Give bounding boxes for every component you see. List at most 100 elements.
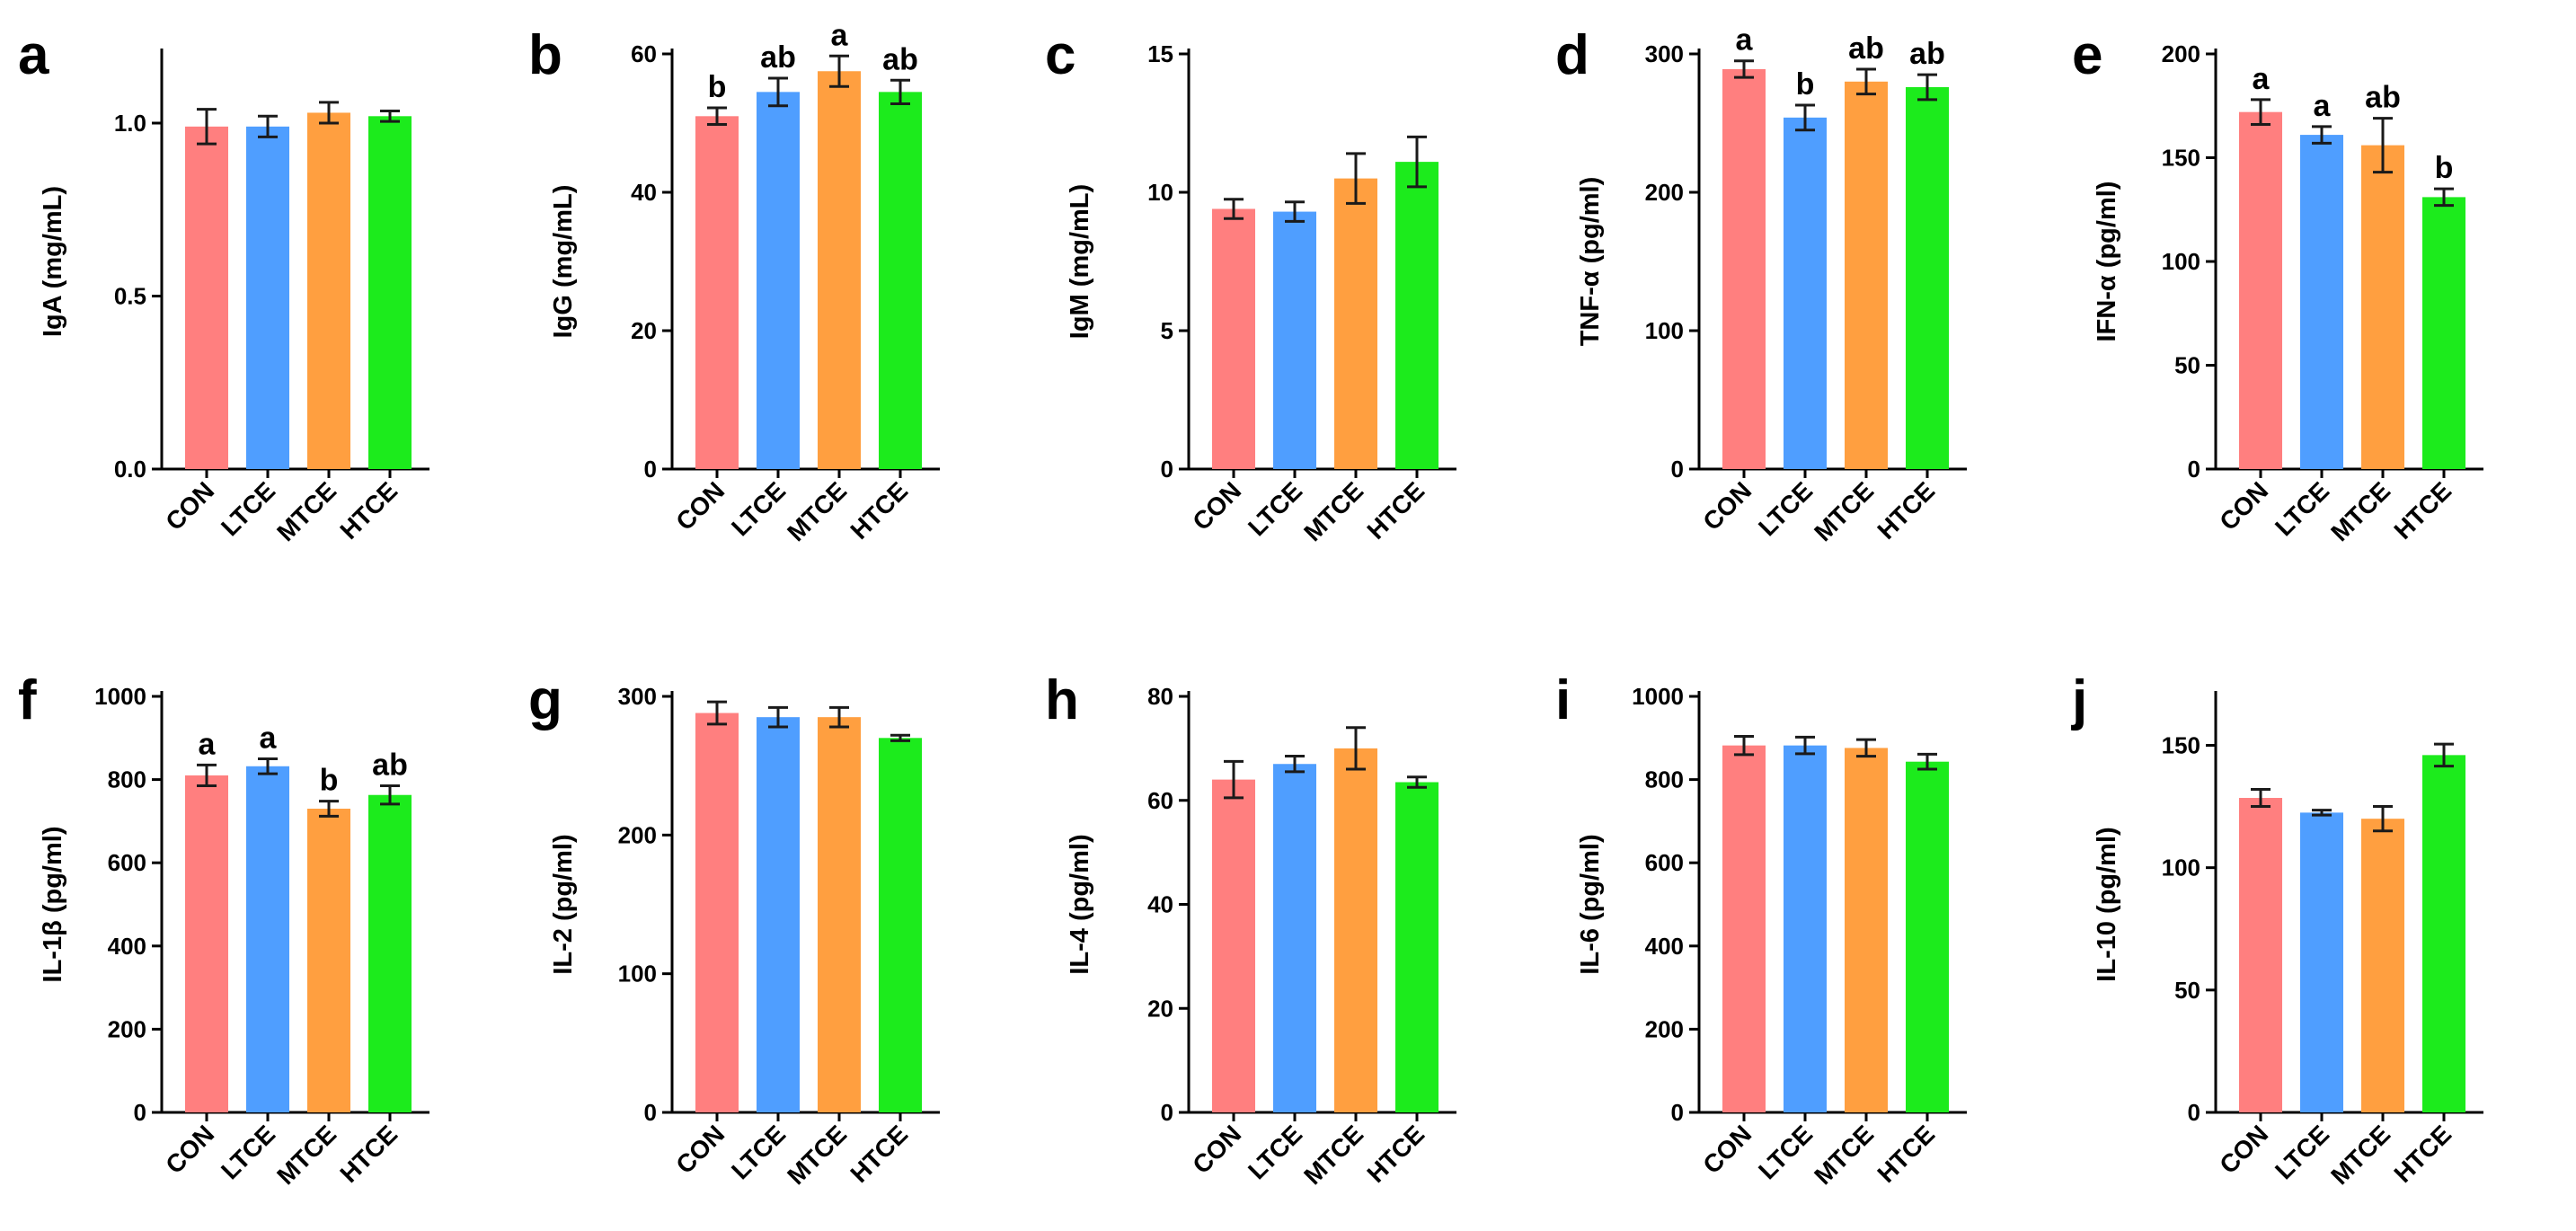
bar-b-con	[695, 116, 739, 470]
error-bar-f-mtce	[319, 800, 339, 818]
y-axis-title-a: IgA (mg/mL)	[39, 186, 67, 337]
x-category-label-j: MTCE	[2325, 1120, 2395, 1190]
error-bar-j-htce	[2434, 742, 2454, 768]
y-tick-label-h: 0	[1161, 1099, 1173, 1126]
error-bar-j-con	[2251, 787, 2271, 809]
panel-letter-i: i	[1555, 669, 1571, 731]
bar-e-htce	[2422, 197, 2465, 469]
y-axis-title-b: IgG (mg/mL)	[549, 185, 578, 339]
x-category-label-i: LTCE	[1753, 1120, 1818, 1184]
bar-g-mtce	[818, 717, 861, 1112]
x-category-label-j: LTCE	[2270, 1120, 2334, 1184]
x-category-label-b: MTCE	[782, 476, 852, 546]
y-axis-title-d: TNF-α (pg/ml)	[1576, 177, 1605, 347]
x-category-label-i: MTCE	[1809, 1120, 1879, 1190]
error-bar-b-mtce	[829, 54, 849, 88]
bar-f-ltce	[246, 766, 289, 1112]
x-category-label-h: MTCE	[1298, 1120, 1368, 1190]
y-tick-label-f: 0	[134, 1099, 146, 1126]
error-bar-c-htce	[1407, 135, 1427, 189]
error-bar-b-ltce	[768, 76, 788, 108]
y-tick-label-a: 1.0	[114, 110, 146, 137]
x-category-label-e: MTCE	[2325, 476, 2395, 546]
y-tick-label-d: 0	[1671, 456, 1684, 483]
y-tick-label-a: 0.5	[114, 283, 146, 310]
x-category-label-h: CON	[1187, 1120, 1246, 1179]
x-category-label-a: HTCE	[334, 476, 403, 545]
error-bar-a-con	[197, 108, 217, 146]
bar-e-con	[2239, 111, 2282, 470]
significance-label-b-con: b	[708, 70, 727, 104]
bar-c-ltce	[1273, 211, 1316, 469]
y-tick-label-e: 0	[2188, 456, 2200, 483]
x-category-label-d: LTCE	[1753, 476, 1818, 541]
error-bar-h-ltce	[1285, 755, 1305, 774]
bar-a-con	[185, 126, 228, 469]
x-category-label-f: CON	[160, 1120, 219, 1179]
panel-letter-j: j	[2071, 669, 2087, 731]
significance-label-f-htce: ab	[372, 748, 408, 783]
bar-d-htce	[1906, 86, 1949, 470]
y-tick-label-g: 200	[618, 821, 657, 848]
x-category-label-j: CON	[2214, 1120, 2273, 1179]
bar-i-mtce	[1845, 748, 1888, 1112]
bar-g-htce	[879, 738, 922, 1112]
y-tick-label-j: 100	[2162, 855, 2200, 881]
error-bar-d-htce	[1917, 73, 1937, 102]
bar-d-ltce	[1784, 117, 1827, 469]
y-tick-label-f: 200	[108, 1015, 146, 1042]
error-bar-d-ltce	[1795, 103, 1815, 132]
bar-c-mtce	[1334, 178, 1377, 469]
error-bar-e-ltce	[2312, 125, 2332, 145]
significance-label-e-ltce: a	[2314, 89, 2332, 123]
y-tick-label-g: 300	[618, 683, 657, 710]
y-tick-label-g: 0	[644, 1099, 657, 1126]
error-bar-f-con	[197, 763, 217, 788]
x-category-label-c: CON	[1187, 476, 1246, 536]
y-tick-label-e: 150	[2162, 145, 2200, 172]
bar-g-ltce	[757, 717, 800, 1112]
panel-letter-g: g	[528, 669, 562, 731]
significance-label-d-mtce: ab	[1848, 31, 1884, 66]
y-tick-label-c: 5	[1161, 317, 1173, 344]
y-axis-title-f: IL-1β (pg/ml)	[39, 827, 67, 983]
significance-label-b-htce: ab	[882, 42, 918, 76]
error-bar-j-ltce	[2312, 809, 2332, 817]
bar-e-mtce	[2361, 145, 2404, 469]
x-category-label-e: HTCE	[2388, 476, 2456, 545]
bar-f-con	[185, 775, 228, 1112]
error-bar-h-htce	[1407, 775, 1427, 789]
y-tick-label-b: 20	[631, 317, 657, 344]
y-tick-label-f: 800	[108, 766, 146, 793]
error-bar-i-mtce	[1856, 738, 1876, 758]
bar-d-con	[1722, 68, 1766, 469]
error-bar-a-htce	[380, 110, 400, 123]
x-category-label-h: LTCE	[1243, 1120, 1307, 1184]
significance-label-b-ltce: ab	[760, 40, 796, 75]
x-category-label-f: MTCE	[271, 1120, 341, 1190]
error-bar-e-con	[2251, 98, 2271, 127]
panel-i: i IL-6 (pg/ml) 0 200 400 600 800 1000 CONLTCEMTC…	[1555, 669, 1967, 1190]
error-bar-b-htce	[890, 78, 910, 105]
x-category-label-d: MTCE	[1809, 476, 1879, 546]
y-tick-label-f: 400	[108, 933, 146, 960]
y-axis-title-g: IL-2 (pg/ml)	[549, 834, 578, 974]
bar-e-ltce	[2300, 135, 2343, 469]
x-category-label-f: LTCE	[216, 1120, 280, 1184]
y-tick-label-f: 1000	[94, 683, 146, 710]
error-bar-e-htce	[2434, 187, 2454, 208]
significance-label-e-mtce: ab	[2365, 81, 2401, 115]
bar-j-mtce	[2361, 819, 2404, 1112]
x-category-label-f: HTCE	[334, 1120, 403, 1188]
bar-b-ltce	[757, 92, 800, 469]
error-bar-d-con	[1734, 59, 1754, 79]
x-category-label-g: LTCE	[726, 1120, 791, 1184]
bar-h-htce	[1395, 782, 1438, 1112]
y-tick-label-b: 0	[644, 456, 657, 483]
error-bar-b-con	[707, 106, 727, 127]
bar-a-htce	[368, 116, 412, 470]
error-bar-i-con	[1734, 734, 1754, 757]
